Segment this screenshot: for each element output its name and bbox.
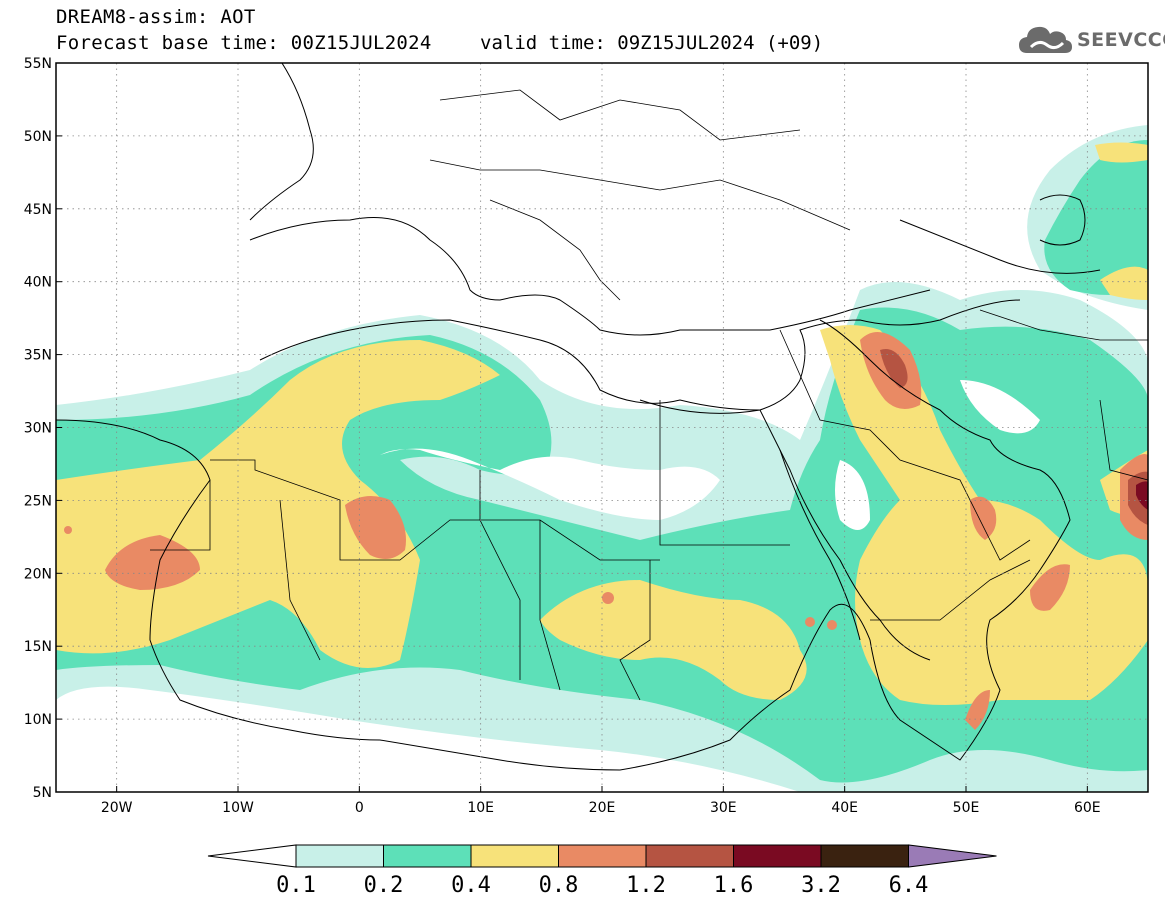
lon-tick-label: 20E	[589, 800, 616, 816]
colorbar-level-label: 1.2	[626, 873, 666, 898]
map-frame	[55, 62, 1149, 793]
colorbar-labels: 0.1 0.2 0.4 0.8 1.2 1.6 3.2 6.4	[276, 873, 928, 898]
map-title: DREAM8-assim: AOT	[56, 6, 256, 28]
colorbar-level-label: 1.6	[714, 873, 754, 898]
colorbar-level-label: 6.4	[889, 873, 929, 898]
colorbar-under-triangle	[207, 844, 297, 868]
lat-tick-label: 5N	[33, 785, 52, 801]
colorbar-box	[470, 844, 559, 868]
colorbar-box	[733, 844, 822, 868]
colorbar-level-label: 0.2	[364, 873, 404, 898]
colorbar-box	[295, 844, 384, 868]
colorbar-box	[645, 844, 734, 868]
colorbar-box	[558, 844, 647, 868]
lat-tick-label: 30N	[24, 421, 52, 437]
lon-tick-label: 20W	[101, 800, 133, 816]
lat-tick-label: 20N	[24, 566, 52, 582]
lat-tick-label: 10N	[24, 712, 52, 728]
colorbar-over-triangle	[908, 844, 997, 868]
lat-tick-labels: 55N 50N 45N 40N 35N 30N 25N 20N 15N 10N 5N	[24, 56, 52, 801]
aot-contour-1.6	[1136, 481, 1148, 510]
valid-time: valid time: 09Z15JUL2024 (+09)	[480, 32, 824, 54]
colorbar-level-label: 0.4	[451, 873, 491, 898]
lon-tick-label: 60E	[1074, 800, 1101, 816]
forecast-base-time: Forecast base time: 00Z15JUL2024	[56, 32, 432, 54]
lon-tick-label: 50E	[953, 800, 980, 816]
cloud-icon	[1019, 26, 1072, 53]
colorbar-level-label: 0.8	[539, 873, 579, 898]
logo-text: SEEVCCC	[1077, 29, 1165, 51]
aot-gap	[380, 380, 1040, 530]
colorbar-level-label: 3.2	[801, 873, 841, 898]
lat-tick-label: 55N	[24, 56, 52, 72]
coastlines	[56, 63, 1101, 771]
lat-tick-label: 35N	[24, 348, 52, 364]
colorbar-level-label: 0.1	[276, 873, 316, 898]
colorbar-box	[820, 844, 909, 868]
lon-tick-label: 10W	[222, 800, 254, 816]
lon-tick-label: 0	[355, 800, 364, 816]
seevccc-logo: SEEVCCC	[1017, 22, 1165, 58]
lat-tick-label: 15N	[24, 639, 52, 655]
lon-tick-label: 10E	[467, 800, 494, 816]
lon-tick-labels: 20W 10W 0 10E 20E 30E 40E 50E 60E	[101, 800, 1101, 816]
lat-tick-label: 25N	[24, 493, 52, 509]
lat-tick-label: 50N	[24, 129, 52, 145]
lat-tick-label: 45N	[24, 202, 52, 218]
lon-tick-label: 30E	[710, 800, 737, 816]
country-borders	[150, 89, 1148, 701]
colorbar	[207, 844, 997, 868]
colorbar-box	[383, 844, 472, 868]
lat-tick-label: 40N	[24, 275, 52, 291]
lon-tick-label: 40E	[831, 800, 858, 816]
